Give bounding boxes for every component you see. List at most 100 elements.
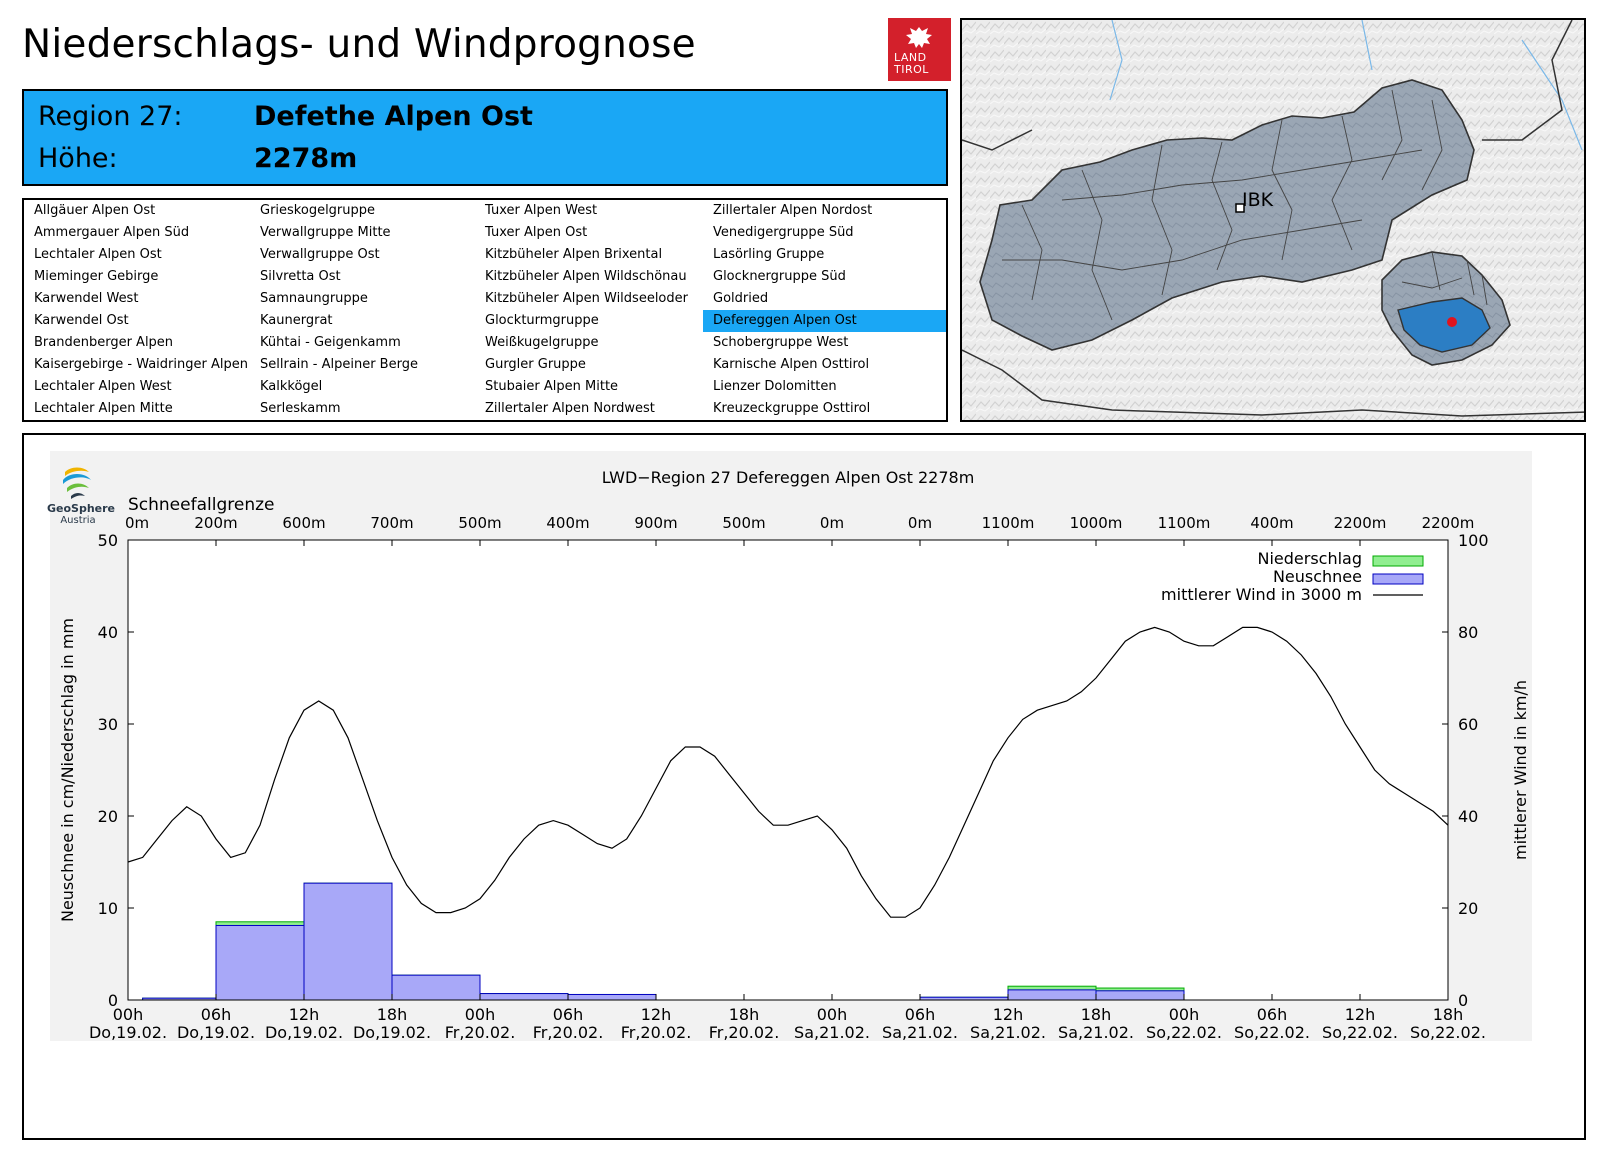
x-day-label: Do,19.02. (89, 1023, 167, 1042)
snowline-value: 900m (634, 514, 677, 532)
x-hour-label: 18h (1081, 1005, 1112, 1024)
x-hour-label: 00h (465, 1005, 496, 1024)
region-list-item[interactable]: Glockturmgruppe (485, 313, 599, 328)
region-list-item[interactable]: Zillertaler Alpen Nordost (713, 203, 873, 218)
bar-neuschnee (479, 993, 569, 1001)
region-list-item[interactable]: Mieminger Gebirge (34, 269, 159, 284)
snowline-value: 1100m (1158, 514, 1211, 532)
x-hour-label: 12h (641, 1005, 672, 1024)
snowline-value: 1100m (982, 514, 1035, 532)
region-list-item[interactable]: Kreuzeckgruppe Osttirol (713, 401, 871, 416)
snowline-value: 2200m (1334, 514, 1387, 532)
region-list-item[interactable]: Kitzbüheler Alpen Wildseeloder (485, 291, 688, 306)
region-list-item[interactable]: Lechtaler Alpen West (34, 379, 172, 394)
region-list-column-1: Allgäuer Alpen Ost Ammergauer Alpen Süd Le… (24, 200, 250, 420)
region-list-item[interactable]: Zillertaler Alpen Nordwest (485, 401, 655, 416)
region-list-item[interactable]: Karwendel Ost (34, 313, 129, 328)
bar-group (142, 882, 1185, 1001)
x-day-label: Sa,21.02. (794, 1023, 870, 1042)
height-value: 2278m (254, 143, 358, 174)
y2-tick-label: 80 (1458, 623, 1478, 642)
snowline-value: 0m (820, 514, 844, 532)
x-day-label: So,22.02. (1234, 1023, 1310, 1042)
x-hour-label: 18h (729, 1005, 760, 1024)
tirol-north (979, 79, 1475, 351)
region-list-item[interactable]: Stubaier Alpen Mitte (485, 379, 619, 394)
legend-niederschlag: Niederschlag (1257, 549, 1362, 568)
region-list-item[interactable]: Kaisergebirge - Waidringer Alpen (34, 357, 248, 372)
y2-tick-label: 40 (1458, 807, 1478, 826)
legend-swatch-neuschnee (1372, 573, 1424, 585)
x-hour-label: 12h (993, 1005, 1024, 1024)
region-list-item[interactable]: Gurgler Gruppe (485, 357, 586, 372)
region-list-item[interactable]: Samnaungruppe (260, 291, 368, 306)
snowline-value: 700m (370, 514, 413, 532)
region-list-item[interactable]: Serleskamm (260, 401, 341, 416)
region-list-item[interactable]: Verwallgruppe Ost (260, 247, 380, 262)
region-list-column-2: Grieskogelgruppe Verwallgruppe Mitte Verwa… (250, 200, 475, 420)
region-list-item[interactable]: Kalkkögel (260, 379, 323, 394)
y2-axis-label: mittlerer Wind in km/h (1511, 680, 1530, 860)
region-list-item[interactable]: Verwallgruppe Mitte (260, 225, 391, 240)
chart-frame (22, 433, 1586, 1140)
snowline-value: 400m (1250, 514, 1293, 532)
region-list-item[interactable]: Lechtaler Alpen Mitte (34, 401, 173, 416)
geosphere-line1: GeoSphere (47, 502, 116, 515)
geosphere-logo: GeoSphere Austria (47, 462, 116, 526)
region-list-item[interactable]: Lechtaler Alpen Ost (34, 247, 162, 262)
y-tick-label: 0 (108, 991, 118, 1010)
x-day-label: So,22.02. (1410, 1023, 1486, 1042)
region-list-item[interactable]: Venedigergruppe Süd (713, 225, 854, 240)
region-list-item[interactable]: Kitzbüheler Alpen Brixental (485, 247, 663, 262)
legend-neuschnee: Neuschnee (1273, 567, 1362, 586)
snowline-value: 500m (722, 514, 765, 532)
legend: Niederschlag Neuschnee mittlerer Wind in… (1161, 549, 1424, 604)
region-list-item[interactable]: Lienzer Dolomitten (713, 379, 837, 394)
region-list-item[interactable]: Tuxer Alpen Ost (485, 225, 588, 240)
region-list-item[interactable]: Kühtai - Geigenkamm (260, 335, 401, 350)
x-hour-label: 12h (1345, 1005, 1376, 1024)
x-day-label: Fr,20.02. (709, 1023, 780, 1042)
x-hour-label: 06h (905, 1005, 936, 1024)
region-list-item[interactable]: Ammergauer Alpen Süd (34, 225, 190, 240)
region-list-item[interactable]: Karwendel West (34, 291, 139, 306)
region-marker (1447, 317, 1457, 327)
bar-neuschnee (391, 974, 481, 1001)
x-hour-label: 06h (1257, 1005, 1288, 1024)
y2-tick-label: 20 (1458, 899, 1478, 918)
ibk-label: IBK (1242, 189, 1274, 211)
region-list-item[interactable]: Silvretta Ost (260, 269, 341, 284)
region-list-item[interactable]: Glocknergruppe Süd (713, 269, 846, 284)
region-list-item[interactable]: Defereggen Alpen Ost (703, 310, 946, 332)
region-list-item[interactable]: Kaunergrat (260, 313, 333, 328)
y-tick-label: 10 (98, 899, 118, 918)
region-list: Allgäuer Alpen Ost Ammergauer Alpen Süd Le… (22, 198, 948, 422)
region-name: Defethe Alpen Ost (254, 101, 533, 132)
page-title: Niederschlags- und Windprognose (22, 22, 696, 67)
x-hour-label: 00h (113, 1005, 144, 1024)
region-list-item[interactable]: Lasörling Gruppe (713, 247, 825, 262)
x-hour-label: 18h (1433, 1005, 1464, 1024)
region-list-item[interactable]: Kitzbüheler Alpen Wildschönau (485, 269, 687, 284)
geosphere-line2: Austria (60, 515, 96, 526)
region-list-item[interactable]: Schobergruppe West (713, 335, 849, 350)
eagle-icon (906, 27, 932, 48)
region-list-item[interactable]: Tuxer Alpen West (485, 203, 598, 218)
region-list-item[interactable]: Weißkugelgruppe (485, 335, 599, 350)
region-list-item[interactable]: Allgäuer Alpen Ost (34, 203, 156, 218)
snowline-value: 0m (125, 514, 149, 532)
region-list-item[interactable]: Goldried (713, 291, 769, 306)
legend-wind: mittlerer Wind in 3000 m (1161, 585, 1362, 604)
snowline-label: Schneefallgrenze (128, 495, 274, 515)
y-tick-label: 30 (98, 715, 118, 734)
snowline-value: 1000m (1070, 514, 1123, 532)
region-list-item[interactable]: Sellrain - Alpeiner Berge (260, 357, 418, 372)
region-list-item[interactable]: Karnische Alpen Osttirol (713, 357, 870, 372)
x-day-label: Sa,21.02. (1058, 1023, 1134, 1042)
x-day-label: Fr,20.02. (533, 1023, 604, 1042)
y-tick-label: 20 (98, 807, 118, 826)
x-hour-label: 00h (817, 1005, 848, 1024)
region-list-item[interactable]: Brandenberger Alpen (34, 335, 174, 350)
region-list-item[interactable]: Grieskogelgruppe (260, 203, 376, 218)
